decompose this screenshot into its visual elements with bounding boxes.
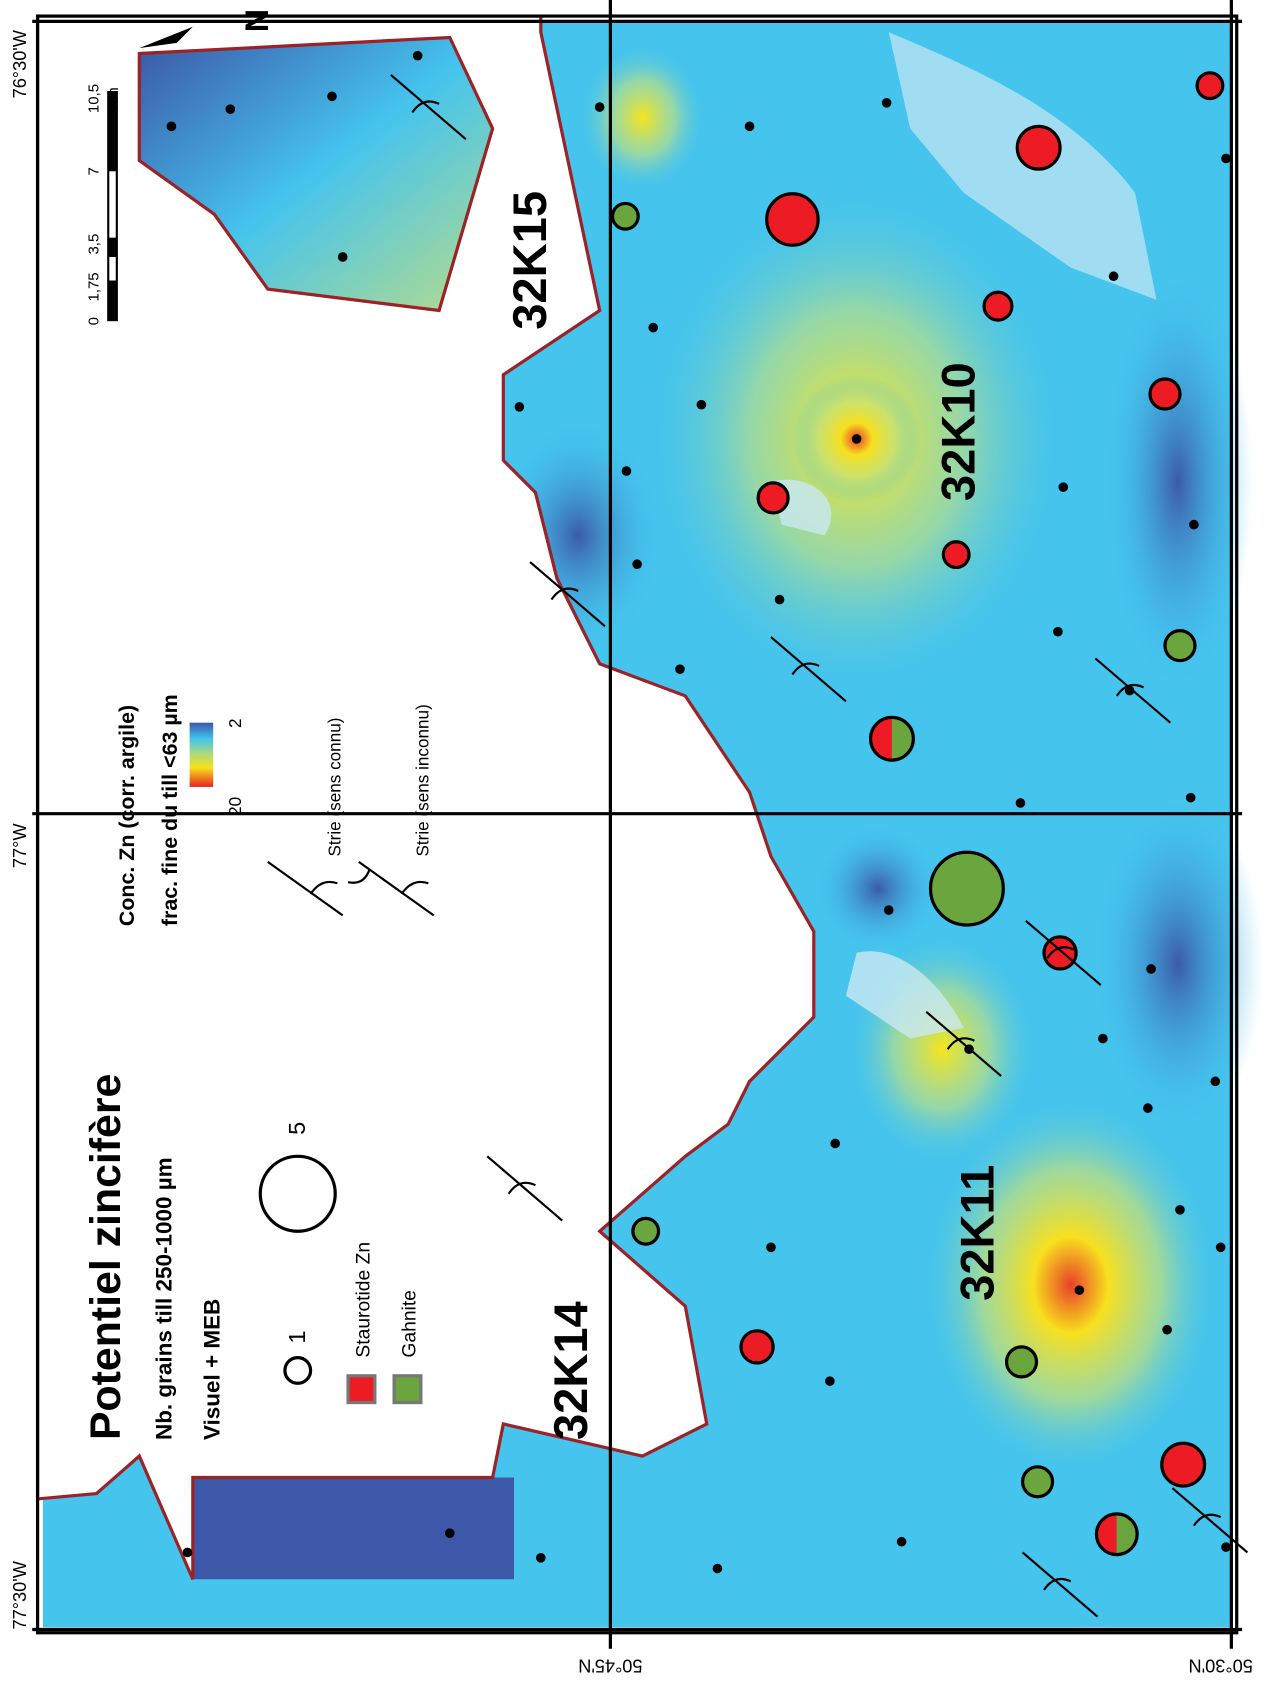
legend-text: Gahnite xyxy=(400,1290,421,1357)
sample-point xyxy=(183,1548,193,1558)
gahnite-symbol xyxy=(1165,631,1195,661)
staurotide-symbol xyxy=(984,292,1012,320)
sample-point xyxy=(713,1564,723,1574)
legend-text: 1 xyxy=(284,1331,310,1344)
sample-point xyxy=(595,102,605,112)
sample-point xyxy=(882,98,892,108)
sample-point xyxy=(775,595,785,605)
legend-swatch xyxy=(394,1376,421,1403)
sample-point xyxy=(1221,1542,1231,1552)
staurotide-symbol xyxy=(943,542,969,568)
sample-point xyxy=(622,466,632,476)
sample-point xyxy=(167,122,177,132)
sample-point xyxy=(225,104,235,114)
hotspot xyxy=(578,43,706,193)
coordinate-label: 50°45'N xyxy=(578,1656,642,1676)
legend-text: 5 xyxy=(284,1122,310,1135)
sample-point xyxy=(648,323,658,333)
legend-text: 20 xyxy=(225,797,245,816)
sample-point xyxy=(632,559,642,569)
sample-point xyxy=(1186,793,1196,803)
sample-point xyxy=(327,92,337,102)
sample-point xyxy=(445,1528,455,1538)
title: Potentiel zincifère xyxy=(82,1074,130,1440)
scale-label: 3,5 xyxy=(86,234,103,255)
legend-text: Strie (sens inconnu) xyxy=(412,704,432,856)
gahnite-symbol xyxy=(1007,1347,1037,1377)
sample-point xyxy=(536,1553,546,1563)
legend-text: Staurotide Zn xyxy=(353,1242,374,1358)
sample-point xyxy=(1146,964,1156,974)
staurotide-symbol xyxy=(758,483,788,513)
size-symbol xyxy=(285,1358,311,1384)
sample-point xyxy=(1189,520,1199,530)
sample-point xyxy=(766,1242,776,1252)
sample-point xyxy=(1143,1103,1153,1113)
sample-point xyxy=(413,51,423,61)
map: Potentiel zincifère Nb. grains till 250-… xyxy=(0,0,1285,1682)
scale-label: Km xyxy=(105,87,122,109)
raster-west xyxy=(193,1478,514,1580)
sheet-label: 32K10 xyxy=(931,362,984,501)
sample-point xyxy=(1210,1077,1220,1087)
legend-text: 2 xyxy=(225,719,245,729)
coordinate-label: 76°30'W xyxy=(10,29,30,98)
staurotide-symbol xyxy=(1017,126,1060,169)
sheet-label: 32K11 xyxy=(951,1165,1004,1301)
sample-point xyxy=(1058,482,1068,492)
gahnite-symbol xyxy=(931,852,1004,925)
coordinate-label: 50°30'N xyxy=(1188,1656,1252,1676)
gahnite-symbol xyxy=(1023,1467,1053,1497)
sample-point xyxy=(515,402,525,412)
sample-point xyxy=(745,122,755,132)
size-symbol xyxy=(260,1156,335,1231)
sample-point xyxy=(1016,798,1026,808)
legend-text: Conc. Zn (corr. argile) xyxy=(115,705,139,926)
scale-label: 10,5 xyxy=(86,84,103,113)
sheet-label: 32K14 xyxy=(544,1301,597,1440)
sample-point xyxy=(830,1139,840,1149)
coordinate-label: 77°30'W xyxy=(10,1560,30,1629)
staurotide-symbol xyxy=(741,1331,773,1363)
sample-point xyxy=(1109,271,1119,281)
legend-text: Nb. grains till 250-1000 µm xyxy=(151,1157,176,1440)
gahnite-symbol xyxy=(613,203,639,229)
north-label: N xyxy=(239,9,275,32)
staurotide-symbol xyxy=(1162,1443,1205,1486)
sample-point xyxy=(1216,1242,1226,1252)
sample-point xyxy=(1175,1205,1185,1215)
sample-point xyxy=(697,400,707,410)
sample-point xyxy=(1221,154,1231,164)
legend-text: Strie (sens connu) xyxy=(325,718,345,857)
sample-point xyxy=(1162,1325,1172,1335)
sample-point xyxy=(675,664,685,674)
sample-point xyxy=(884,905,894,915)
coldspot xyxy=(814,824,942,952)
sample-point xyxy=(1075,1285,1085,1295)
scale-label: 1,75 xyxy=(86,272,103,301)
sheet-label: 32K15 xyxy=(503,191,556,330)
scale-label: 0 xyxy=(86,317,103,325)
coordinate-label: 77°W xyxy=(10,823,30,869)
sample-point xyxy=(1098,1034,1108,1044)
sample-point xyxy=(825,1376,835,1386)
staurotide-symbol xyxy=(767,194,818,245)
sample-point xyxy=(338,252,348,262)
legend-swatch xyxy=(348,1376,375,1403)
sample-point xyxy=(1053,627,1063,637)
legend-text: Visuel + MEB xyxy=(200,1299,225,1440)
staurotide-symbol xyxy=(1197,73,1223,99)
color-ramp xyxy=(190,723,214,787)
gahnite-symbol xyxy=(633,1218,659,1244)
sample-point xyxy=(897,1537,907,1547)
sample-point xyxy=(852,434,862,444)
legend-text: frac. fine du till <63 µm xyxy=(158,694,182,926)
staurotide-symbol xyxy=(1150,379,1180,409)
scale-bar xyxy=(107,91,118,321)
scale-label: 7 xyxy=(86,167,103,175)
